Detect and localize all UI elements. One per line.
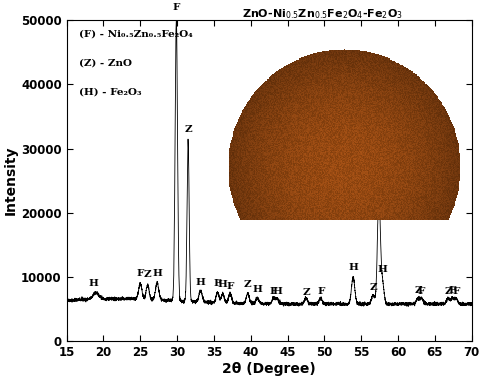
Text: F: F bbox=[173, 3, 180, 13]
Text: Z: Z bbox=[144, 271, 151, 279]
Text: F: F bbox=[270, 287, 277, 296]
Text: H: H bbox=[89, 279, 99, 288]
Text: Z: Z bbox=[369, 283, 377, 292]
Text: H: H bbox=[348, 263, 358, 272]
Text: (Z) - ZnO: (Z) - ZnO bbox=[79, 59, 132, 68]
X-axis label: 2θ (Degree): 2θ (Degree) bbox=[222, 362, 316, 376]
Text: (H) - Fe₂O₃: (H) - Fe₂O₃ bbox=[79, 88, 141, 97]
Text: F: F bbox=[214, 279, 221, 288]
Text: F: F bbox=[136, 269, 144, 277]
Text: Z: Z bbox=[302, 288, 310, 297]
Text: (F) - Ni₀.₅Zn₀.₅Fe₂O₄: (F) - Ni₀.₅Zn₀.₅Fe₂O₄ bbox=[79, 30, 193, 39]
Y-axis label: Intensity: Intensity bbox=[4, 146, 18, 215]
Text: H: H bbox=[152, 269, 162, 279]
Text: H: H bbox=[253, 285, 262, 294]
Text: Z: Z bbox=[444, 287, 452, 296]
Text: Z: Z bbox=[244, 280, 252, 289]
Text: F: F bbox=[375, 179, 382, 188]
Text: H: H bbox=[218, 280, 227, 289]
Text: F: F bbox=[227, 282, 234, 291]
Text: H: H bbox=[272, 287, 282, 296]
Text: F: F bbox=[418, 287, 425, 296]
Text: F: F bbox=[453, 287, 460, 296]
Text: Z: Z bbox=[184, 125, 192, 134]
Text: H: H bbox=[196, 278, 206, 287]
Text: H: H bbox=[378, 265, 388, 274]
Text: F: F bbox=[317, 287, 324, 296]
Text: F: F bbox=[449, 286, 456, 294]
Text: Z: Z bbox=[414, 286, 422, 295]
Text: ZnO-Ni$_{0.5}$Zn$_{0.5}$Fe$_2$O$_4$-Fe$_2$O$_3$: ZnO-Ni$_{0.5}$Zn$_{0.5}$Fe$_2$O$_4$-Fe$_… bbox=[242, 7, 403, 21]
